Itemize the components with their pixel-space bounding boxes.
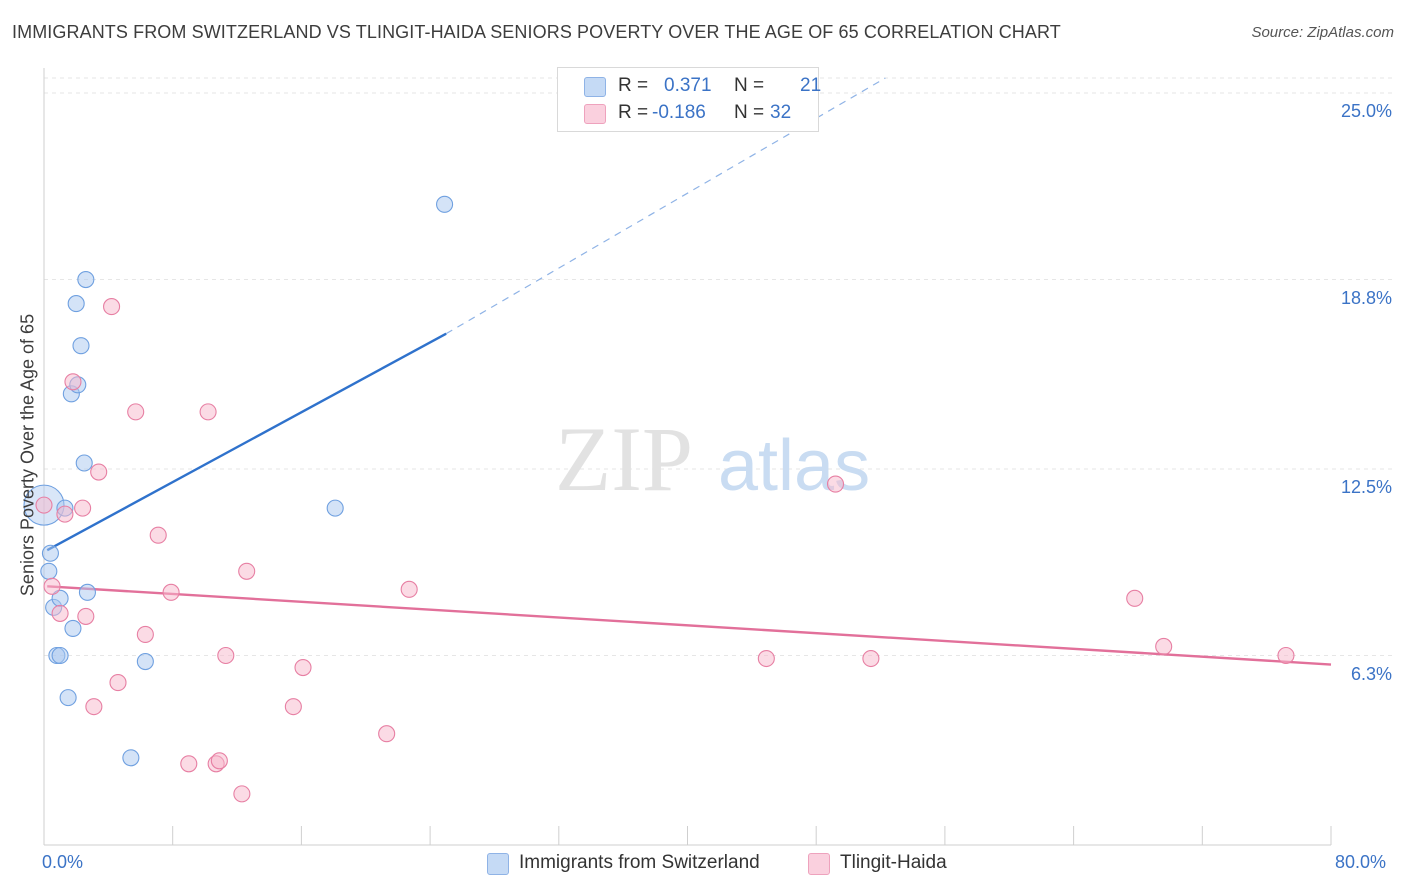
y-tick-label: 18.8% — [1340, 287, 1392, 308]
x-tick-max: 80.0% — [1335, 852, 1387, 872]
point-tlingit — [51, 604, 69, 622]
point-tlingit — [85, 698, 103, 716]
point-switzerland — [51, 646, 69, 665]
point-tlingit — [109, 674, 127, 692]
legend-swatch-pink — [584, 104, 606, 124]
point-switzerland — [67, 295, 85, 313]
data-points — [23, 195, 1295, 803]
point-tlingit — [136, 625, 154, 644]
point-switzerland — [77, 270, 95, 289]
trend-line-tlingit — [47, 585, 1332, 666]
point-tlingit — [103, 298, 121, 316]
legend-n-label: N = — [734, 102, 765, 123]
bottom-legend-label: Immigrants from Switzerland — [519, 852, 760, 873]
point-tlingit — [64, 373, 82, 391]
trend-line-switzerland-extension — [445, 77, 886, 335]
point-tlingit — [127, 403, 145, 421]
legend-n-value: 32 — [770, 102, 792, 123]
legend-swatch-blue — [584, 77, 606, 97]
point-tlingit — [149, 526, 167, 544]
trend-lines — [46, 77, 1332, 666]
point-switzerland — [78, 583, 96, 601]
point-tlingit — [56, 505, 74, 523]
point-tlingit — [217, 646, 235, 665]
legend-r-value: 0.371 — [664, 75, 712, 96]
bottom-legend-switzerland: Immigrants from Switzerland — [487, 852, 787, 876]
legend-r-value: -0.186 — [652, 102, 706, 123]
trend-line-switzerland — [46, 332, 447, 552]
point-switzerland — [326, 499, 344, 517]
point-tlingit — [199, 403, 217, 421]
chart-title: IMMIGRANTS FROM SWITZERLAND VS TLINGIT-H… — [12, 22, 1061, 42]
bottom-legend-tlingit: Tlingit-Haida — [808, 852, 968, 876]
point-switzerland — [436, 195, 454, 213]
axes — [43, 68, 1332, 846]
point-tlingit — [43, 577, 61, 595]
chart-source: Source: ZipAtlas.com — [1251, 24, 1394, 41]
point-switzerland — [122, 749, 140, 767]
y-axis-label: Seniors Poverty Over the Age of 65 — [17, 313, 38, 597]
point-switzerland — [64, 619, 82, 637]
point-tlingit — [294, 658, 312, 677]
point-tlingit — [90, 463, 108, 481]
y-tick-label: 25.0% — [1340, 101, 1392, 122]
point-switzerland — [59, 689, 77, 707]
legend-r-label: R = — [618, 102, 649, 123]
point-tlingit — [1155, 637, 1173, 656]
point-tlingit — [162, 583, 180, 601]
point-tlingit — [826, 475, 845, 493]
y-tick-label: 12.5% — [1340, 477, 1392, 498]
point-switzerland — [41, 544, 59, 562]
point-tlingit — [862, 649, 880, 668]
point-tlingit — [1277, 646, 1295, 665]
point-tlingit — [238, 562, 256, 580]
y-tick-label: 6.3% — [1350, 663, 1392, 684]
point-tlingit — [233, 785, 251, 803]
watermark-atlas: atlas — [718, 426, 870, 506]
legend-n-value: 21 — [800, 75, 822, 96]
bottom-legend-swatch-pink — [808, 853, 830, 875]
bottom-legend-swatch-blue — [487, 853, 509, 875]
legend-r-label: R = — [618, 75, 649, 96]
point-tlingit — [378, 725, 396, 743]
bottom-legend-label: Tlingit-Haida — [840, 852, 947, 873]
point-tlingit — [757, 649, 775, 668]
point-tlingit — [284, 698, 302, 716]
watermark: ZIP atlas — [555, 408, 870, 510]
point-tlingit — [180, 755, 198, 773]
point-tlingit — [210, 752, 228, 770]
point-tlingit — [74, 499, 92, 517]
point-switzerland — [40, 562, 58, 580]
point-tlingit — [35, 496, 53, 514]
point-tlingit — [1126, 589, 1144, 607]
watermark-zip: ZIP — [555, 408, 693, 510]
point-tlingit — [77, 607, 95, 625]
point-tlingit — [400, 580, 418, 598]
point-switzerland — [72, 337, 90, 355]
point-switzerland — [136, 652, 154, 671]
point-switzerland — [75, 454, 93, 472]
legend-n-label: N = — [734, 75, 765, 96]
x-tick-min: 0.0% — [42, 852, 84, 872]
correlation-legend: R = 0.371 N = 21 R = -0.186 N = 32 — [557, 67, 822, 132]
